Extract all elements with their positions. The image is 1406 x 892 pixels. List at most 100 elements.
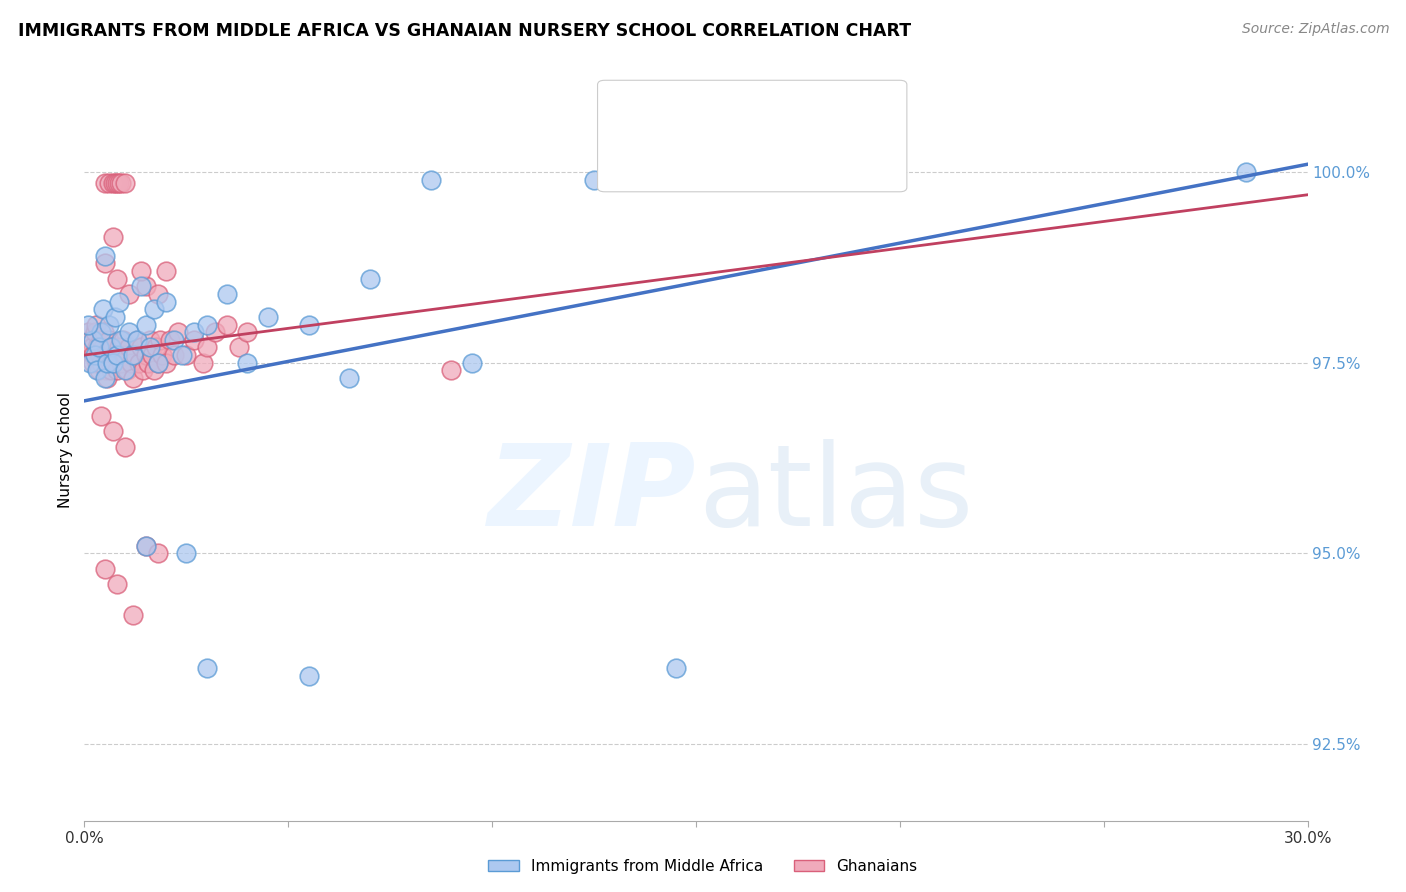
Point: [172, 348, 194, 362]
Point: [82, 348, 104, 362]
Point: [135, 348, 157, 362]
Point: [120, 356, 142, 370]
Point: [183, 333, 205, 347]
Point: [159, 333, 181, 347]
Point: [82, 356, 104, 370]
FancyBboxPatch shape: [610, 92, 655, 133]
Text: N = 84: N = 84: [793, 150, 868, 169]
Point: [82, 333, 104, 347]
Point: [86, 363, 108, 377]
Point: [90, 325, 112, 339]
Point: [105, 271, 128, 285]
Point: [86, 356, 108, 370]
Point: [80, 340, 103, 354]
Point: [135, 279, 157, 293]
Point: [124, 348, 146, 362]
Point: [93, 348, 115, 362]
Point: [155, 356, 177, 370]
Point: [131, 279, 153, 293]
Point: [93, 256, 115, 270]
Point: [108, 177, 131, 191]
Point: [195, 661, 218, 675]
Legend: Immigrants from Middle Africa, Ghanaians: Immigrants from Middle Africa, Ghanaians: [482, 853, 924, 880]
Point: [583, 172, 606, 186]
Point: [298, 318, 321, 332]
Text: ZIP: ZIP: [488, 440, 696, 550]
Point: [163, 348, 186, 362]
Point: [420, 172, 443, 186]
Point: [191, 356, 214, 370]
Text: R = 0.309: R = 0.309: [664, 103, 762, 122]
Point: [298, 668, 321, 682]
Point: [135, 539, 157, 553]
Point: [236, 356, 259, 370]
Point: [77, 318, 100, 332]
Point: [101, 425, 124, 439]
Point: [110, 333, 132, 347]
Point: [359, 271, 381, 285]
Point: [122, 348, 145, 362]
Point: [89, 348, 111, 362]
Point: [93, 562, 115, 576]
Point: [146, 356, 169, 370]
FancyBboxPatch shape: [610, 139, 655, 180]
Point: [101, 177, 124, 191]
Point: [105, 363, 128, 377]
Point: [167, 325, 190, 339]
Point: [1236, 165, 1258, 179]
Point: [122, 371, 145, 385]
Point: [665, 661, 688, 675]
Point: [108, 340, 131, 354]
Point: [97, 333, 120, 347]
Point: [100, 340, 122, 354]
Point: [79, 333, 101, 347]
Point: [94, 363, 117, 377]
Point: [84, 318, 107, 332]
Point: [136, 356, 159, 370]
Point: [83, 325, 105, 339]
Point: [183, 325, 205, 339]
Point: [132, 363, 155, 377]
Point: [101, 356, 124, 370]
Point: [93, 325, 115, 339]
Point: [118, 325, 141, 339]
Point: [108, 294, 131, 309]
Point: [101, 229, 124, 244]
Point: [149, 333, 172, 347]
Point: [90, 333, 112, 347]
Point: [87, 340, 110, 354]
Point: [127, 333, 149, 347]
Point: [461, 356, 484, 370]
Point: [127, 333, 149, 347]
Point: [204, 325, 226, 339]
Point: [146, 287, 169, 301]
Point: [101, 356, 124, 370]
Point: [97, 348, 120, 362]
Point: [112, 333, 135, 347]
Text: R = 0.230: R = 0.230: [664, 150, 762, 169]
Point: [135, 318, 157, 332]
Point: [217, 287, 239, 301]
Point: [142, 302, 165, 317]
Point: [135, 539, 157, 553]
Text: IMMIGRANTS FROM MIDDLE AFRICA VS GHANAIAN NURSERY SCHOOL CORRELATION CHART: IMMIGRANTS FROM MIDDLE AFRICA VS GHANAIA…: [18, 22, 911, 40]
Point: [146, 547, 169, 561]
Point: [174, 547, 197, 561]
Point: [163, 333, 186, 347]
Point: [114, 348, 136, 362]
Point: [105, 577, 128, 591]
Point: [104, 348, 127, 362]
Point: [97, 318, 120, 332]
Point: [142, 363, 165, 377]
Point: [86, 340, 108, 354]
Point: [110, 356, 132, 370]
Point: [131, 340, 153, 354]
Point: [155, 294, 177, 309]
Point: [128, 356, 150, 370]
Point: [236, 325, 259, 339]
Point: [98, 356, 121, 370]
Point: [155, 264, 177, 278]
Text: atlas: atlas: [699, 440, 974, 550]
Point: [96, 356, 118, 370]
Point: [100, 363, 122, 377]
